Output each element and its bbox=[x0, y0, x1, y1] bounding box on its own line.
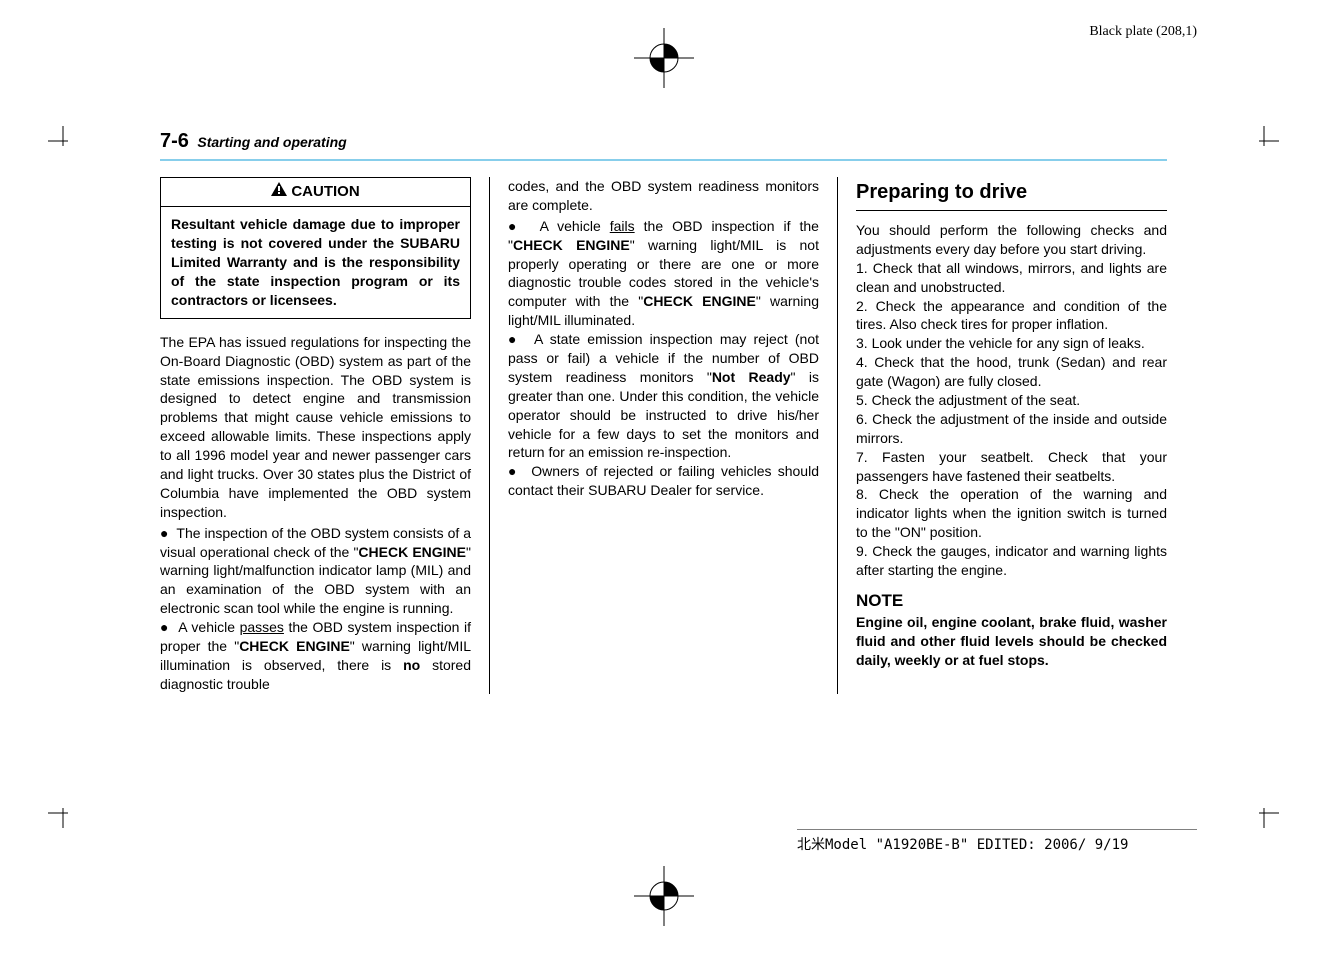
column-2: codes, and the OBD system readiness moni… bbox=[508, 177, 819, 694]
body-paragraph: The EPA has issued regulations for inspe… bbox=[160, 333, 471, 522]
list-item: 5. Check the adjustment of the seat. bbox=[856, 391, 1167, 410]
page-header: 7-6 Starting and operating bbox=[160, 130, 1167, 161]
bold-text: CHECK ENGINE bbox=[358, 544, 466, 560]
body-paragraph: You should perform the following checks … bbox=[856, 221, 1167, 259]
bullet-icon: ● bbox=[160, 619, 178, 635]
bold-text: Not Ready bbox=[712, 369, 791, 385]
bullet-item: ● Owners of rejected or failing vehicles… bbox=[508, 462, 819, 500]
underline-text: fails bbox=[610, 218, 635, 234]
bullet-icon: ● bbox=[508, 331, 534, 347]
body-paragraph: codes, and the OBD system readiness moni… bbox=[508, 177, 819, 215]
list-item: 1. Check that all windows, mirrors, and … bbox=[856, 259, 1167, 297]
bullet-item: ● A state emission inspection may reject… bbox=[508, 330, 819, 462]
crop-mark-icon bbox=[1249, 126, 1279, 156]
crop-mark-icon bbox=[48, 798, 78, 828]
section-title: Starting and operating bbox=[197, 134, 346, 150]
bullet-item: ● A vehicle passes the OBD system inspec… bbox=[160, 618, 471, 694]
bullet-icon: ● bbox=[508, 463, 531, 479]
underline-text: passes bbox=[240, 619, 284, 635]
bullet-item: ● A vehicle fails the OBD inspection if … bbox=[508, 217, 819, 330]
crop-mark-icon bbox=[1249, 798, 1279, 828]
bullet-item: ● The inspection of the OBD system consi… bbox=[160, 524, 471, 618]
warning-icon bbox=[271, 182, 287, 202]
bold-text: CHECK ENGINE bbox=[643, 293, 756, 309]
bullet-text: A vehicle bbox=[178, 619, 239, 635]
section-heading: Preparing to drive bbox=[856, 179, 1167, 211]
caution-box: CAUTION Resultant vehicle damage due to … bbox=[160, 177, 471, 319]
caution-label: CAUTION bbox=[291, 183, 359, 200]
page-number: 7-6 bbox=[160, 130, 189, 152]
bullet-text: Owners of rejected or failing vehicles s… bbox=[508, 463, 819, 498]
crop-mark-icon bbox=[48, 126, 78, 156]
page-content: 7-6 Starting and operating CAUTION Resul… bbox=[160, 130, 1167, 774]
list-item: 2. Check the appearance and condition of… bbox=[856, 297, 1167, 335]
list-item: 4. Check that the hood, trunk (Sedan) an… bbox=[856, 353, 1167, 391]
black-plate-label: Black plate (208,1) bbox=[1089, 24, 1197, 40]
registration-mark-top bbox=[634, 28, 694, 88]
list-item: 9. Check the gauges, indicator and warni… bbox=[856, 542, 1167, 580]
note-body: Engine oil, engine coolant, brake fluid,… bbox=[856, 613, 1167, 670]
bullet-text: A vehicle bbox=[540, 218, 610, 234]
note-heading: NOTE bbox=[856, 590, 1167, 613]
bold-text: CHECK ENGINE bbox=[239, 638, 350, 654]
caution-body: Resultant vehicle damage due to improper… bbox=[161, 207, 470, 317]
text-columns: CAUTION Resultant vehicle damage due to … bbox=[160, 177, 1167, 694]
footer-label: 北米Model "A1920BE-B" EDITED: 2006/ 9/19 bbox=[797, 829, 1197, 854]
list-item: 6. Check the adjustment of the inside an… bbox=[856, 410, 1167, 448]
caution-header: CAUTION bbox=[161, 178, 470, 207]
bold-text: no bbox=[403, 657, 420, 673]
list-item: 8. Check the operation of the warning an… bbox=[856, 485, 1167, 542]
column-1: CAUTION Resultant vehicle damage due to … bbox=[160, 177, 471, 694]
column-divider bbox=[837, 177, 838, 694]
bullet-icon: ● bbox=[508, 218, 540, 234]
list-item: 7. Fasten your seatbelt. Check that your… bbox=[856, 448, 1167, 486]
column-divider bbox=[489, 177, 490, 694]
column-3: Preparing to drive You should perform th… bbox=[856, 177, 1167, 694]
registration-mark-bottom bbox=[634, 866, 694, 926]
bold-text: CHECK ENGINE bbox=[513, 237, 630, 253]
list-item: 3. Look under the vehicle for any sign o… bbox=[856, 334, 1167, 353]
bullet-icon: ● bbox=[160, 525, 176, 541]
